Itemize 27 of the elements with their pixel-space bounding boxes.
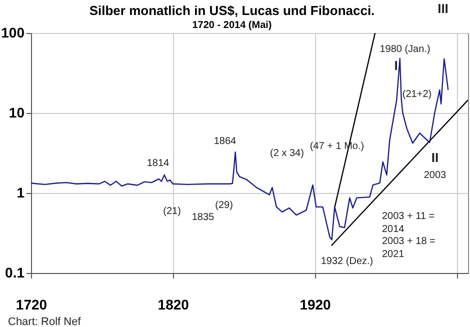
y-tick-label: 0.1 (5, 264, 25, 280)
annotation: 1980 (Jan.) (380, 44, 430, 55)
text: Chart: Rolf Nef (8, 316, 82, 327)
annotation: II (431, 150, 439, 165)
chart-subtitle: 1720 - 2014 (Mai) (192, 20, 272, 31)
annotation: I (394, 58, 398, 73)
annotation: 1814 (146, 158, 170, 169)
annotation: 1835 (192, 212, 215, 223)
x-tick-label: 1920 (300, 296, 332, 312)
y-tick-label: 1 (16, 184, 25, 200)
annotation: 2003 + 18 = (382, 236, 436, 247)
x-tick-label: 1720 (16, 296, 48, 312)
annotation: 1864 (214, 136, 237, 147)
annotation: (2 x 34) (270, 148, 304, 159)
x-tick-label: 1820 (158, 296, 190, 312)
y-tick-label: 10 (8, 104, 25, 120)
text: III (438, 1, 448, 16)
annotation: (29) (215, 200, 233, 211)
annotation: (21+2) (402, 89, 432, 100)
annotation: 2021 (382, 249, 405, 260)
chart-title: Silber monatlich in US$, Lucas und Fibonacci. (89, 3, 375, 18)
annotation: 2003 (424, 170, 447, 181)
annotation: 1932 (Dez.) (320, 256, 374, 267)
annotation: (21) (163, 206, 181, 217)
annotation: 2003 + 11 = (382, 211, 435, 222)
y-tick-label: 100 (1, 24, 25, 40)
annotation: 2014 (382, 224, 405, 235)
